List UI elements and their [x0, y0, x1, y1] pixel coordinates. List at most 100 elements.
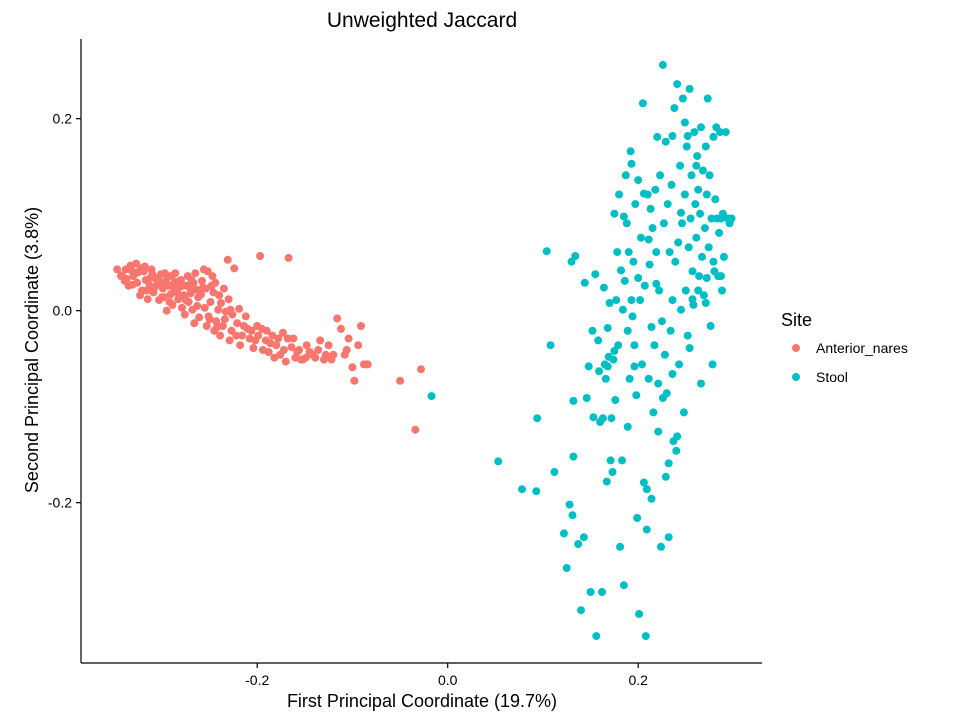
data-point	[220, 315, 229, 324]
legend-label: Stool	[816, 369, 848, 385]
data-point	[632, 391, 641, 400]
data-point	[233, 319, 242, 328]
data-point	[171, 269, 180, 278]
data-point	[574, 540, 583, 548]
data-point	[655, 286, 664, 295]
data-point	[618, 456, 626, 465]
data-point	[690, 128, 699, 137]
data-point	[191, 269, 200, 278]
data-point	[661, 472, 670, 481]
data-point	[719, 252, 728, 261]
data-point	[645, 260, 654, 269]
data-point	[324, 341, 333, 350]
data-point	[635, 610, 644, 618]
data-point	[591, 270, 600, 279]
data-point	[214, 305, 223, 314]
data-point	[715, 228, 724, 237]
data-point	[601, 374, 610, 383]
data-point	[683, 132, 692, 140]
data-point	[254, 331, 263, 340]
data-point	[202, 322, 211, 330]
data-point	[226, 305, 235, 314]
legend-label: Anterior_nares	[816, 340, 908, 356]
y-axis-title: Second Principal Coordinate (3.8%)	[22, 207, 42, 493]
data-point	[656, 171, 665, 180]
data-point	[569, 452, 578, 461]
data-point	[647, 494, 656, 503]
data-point	[532, 487, 541, 496]
data-point	[287, 343, 296, 352]
data-point	[626, 147, 635, 156]
data-point	[348, 363, 357, 372]
data-point	[607, 414, 616, 423]
data-point	[203, 267, 212, 276]
data-point	[293, 348, 302, 356]
data-point	[223, 255, 232, 264]
data-point	[621, 171, 630, 180]
data-point	[213, 323, 222, 331]
data-point	[668, 370, 677, 378]
data-point	[686, 214, 695, 223]
data-point	[162, 306, 171, 315]
data-point	[692, 233, 701, 242]
data-point	[630, 341, 639, 350]
data-point	[664, 459, 673, 468]
data-point	[224, 295, 233, 304]
data-point	[232, 331, 241, 340]
data-point	[333, 314, 342, 323]
y-tick-label: 0.0	[53, 303, 73, 319]
data-point	[646, 204, 655, 213]
data-point	[614, 341, 623, 350]
data-point	[644, 235, 653, 244]
points-layer	[113, 60, 736, 641]
data-point	[195, 313, 204, 322]
data-point	[658, 60, 667, 69]
data-point	[694, 185, 703, 194]
data-point	[642, 485, 651, 494]
data-point	[266, 339, 275, 348]
data-point	[665, 248, 674, 257]
data-point	[633, 514, 642, 522]
data-point	[622, 219, 631, 228]
data-point	[598, 588, 606, 596]
data-point	[586, 588, 595, 596]
data-point	[658, 394, 667, 402]
data-point	[634, 274, 643, 282]
data-point	[603, 324, 612, 332]
series-anterior-nares	[113, 252, 425, 434]
data-point	[624, 248, 633, 257]
data-point	[143, 295, 152, 304]
data-point	[571, 252, 580, 260]
data-point	[698, 252, 706, 261]
data-point	[700, 224, 709, 233]
data-point	[653, 132, 662, 141]
data-point	[533, 414, 542, 423]
data-point	[577, 606, 585, 615]
y-tick-label: 0.2	[53, 111, 73, 127]
data-point	[610, 209, 619, 218]
data-point	[691, 200, 700, 209]
data-point	[235, 304, 244, 313]
data-point	[579, 533, 588, 542]
data-point	[238, 331, 246, 340]
data-point	[631, 200, 640, 209]
data-point	[707, 214, 716, 223]
data-point	[236, 341, 245, 350]
legend-swatch	[792, 344, 800, 352]
data-point	[302, 341, 311, 350]
data-point	[546, 341, 555, 350]
data-point	[342, 346, 351, 354]
legend-swatch	[792, 373, 800, 381]
data-point	[598, 414, 607, 423]
data-point	[617, 266, 625, 275]
data-point	[603, 362, 612, 371]
data-point	[602, 477, 611, 486]
data-point	[627, 159, 636, 168]
data-point	[642, 525, 651, 534]
data-point	[666, 326, 675, 335]
data-point	[314, 346, 323, 354]
x-tick-label: -0.2	[245, 672, 269, 688]
data-point	[657, 542, 665, 551]
data-point	[677, 305, 685, 314]
